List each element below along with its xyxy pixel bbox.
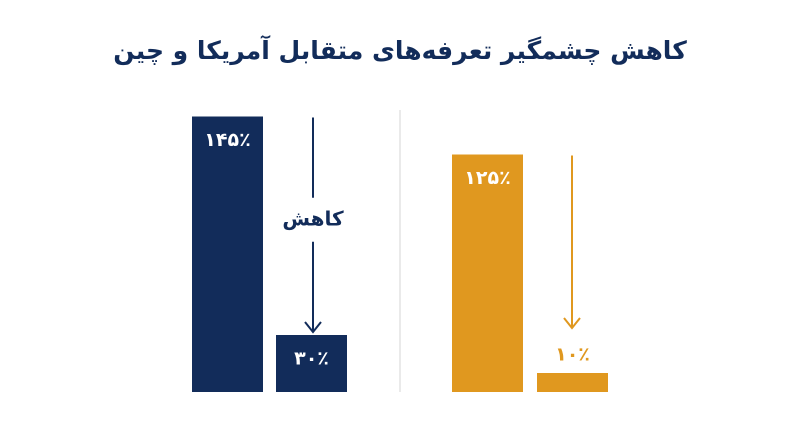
arrow-head <box>563 317 581 330</box>
bar <box>192 116 263 392</box>
value-label: ۱۰٪ <box>555 344 590 366</box>
bar <box>452 154 523 392</box>
bar <box>537 373 608 392</box>
value-label: ۳۰٪ <box>294 348 329 370</box>
chart-title: کاهش چشمگیر تعرفه‌های متقابل آمریکا و چی… <box>113 35 687 66</box>
arrow-head <box>304 321 322 334</box>
value-label: ۱۴۵٪ <box>204 129 250 151</box>
annotation: کاهش <box>282 206 344 230</box>
bar <box>276 335 347 392</box>
value-label: ۱۲۵٪ <box>464 167 510 189</box>
